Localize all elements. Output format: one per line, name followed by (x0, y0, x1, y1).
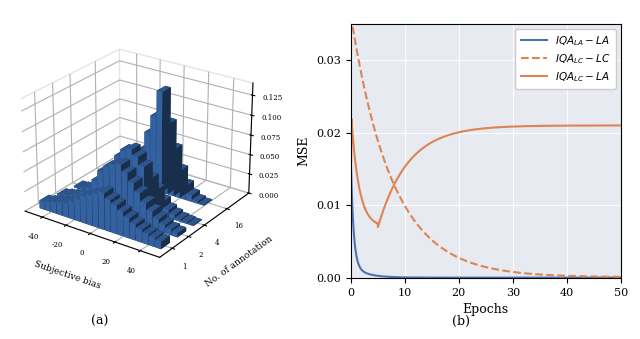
$IQA_{LC} - LC$ (347, 14, 355, 18)
$IQA_{LC} - LC$ (374, 141, 382, 145)
$IQA_{LC} - LC$ (466, 260, 474, 264)
Legend: $IQA_{LA} - LA$, $IQA_{LC} - LC$, $IQA_{LC} - LA$: $IQA_{LA} - LA$, $IQA_{LC} - LC$, $IQA_{… (515, 29, 616, 89)
Line: $IQA_{LC} - LA$: $IQA_{LC} - LA$ (351, 119, 621, 227)
$IQA_{LC} - LA$ (375, 221, 383, 225)
$IQA_{LC} - LA$ (533, 124, 541, 128)
$IQA_{LA} - LA$ (617, 276, 625, 280)
Y-axis label: No. of annotation: No. of annotation (204, 234, 275, 288)
$IQA_{LC} - LA$ (374, 225, 381, 229)
$IQA_{LC} - LA$ (558, 124, 566, 128)
$IQA_{LC} - LA$ (348, 117, 355, 121)
$IQA_{LA} - LA$ (557, 276, 565, 280)
Y-axis label: MSE: MSE (298, 136, 311, 166)
$IQA_{LA} - LA$ (563, 276, 570, 280)
X-axis label: Epochs: Epochs (463, 303, 509, 316)
X-axis label: Subjective bias: Subjective bias (33, 259, 102, 290)
$IQA_{LC} - LA$ (457, 130, 465, 134)
$IQA_{LC} - LC$ (456, 256, 464, 260)
$IQA_{LC} - LC$ (532, 272, 540, 276)
$IQA_{LC} - LA$ (467, 128, 474, 132)
$IQA_{LA} - LA$ (466, 276, 474, 280)
$IQA_{LA} - LA$ (532, 276, 540, 280)
Text: (b): (b) (452, 316, 470, 328)
$IQA_{LC} - LA$ (563, 124, 571, 128)
$IQA_{LC} - LC$ (617, 275, 625, 279)
Line: $IQA_{LA} - LA$: $IQA_{LA} - LA$ (351, 163, 621, 278)
$IQA_{LA} - LA$ (347, 161, 355, 165)
$IQA_{LC} - LC$ (557, 274, 565, 278)
Line: $IQA_{LC} - LC$: $IQA_{LC} - LC$ (351, 16, 621, 277)
$IQA_{LC} - LA$ (347, 160, 355, 164)
Text: (a): (a) (90, 316, 108, 328)
$IQA_{LC} - LA$ (617, 123, 625, 127)
$IQA_{LA} - LA$ (374, 274, 382, 278)
$IQA_{LC} - LC$ (563, 274, 570, 278)
$IQA_{LA} - LA$ (456, 276, 464, 280)
